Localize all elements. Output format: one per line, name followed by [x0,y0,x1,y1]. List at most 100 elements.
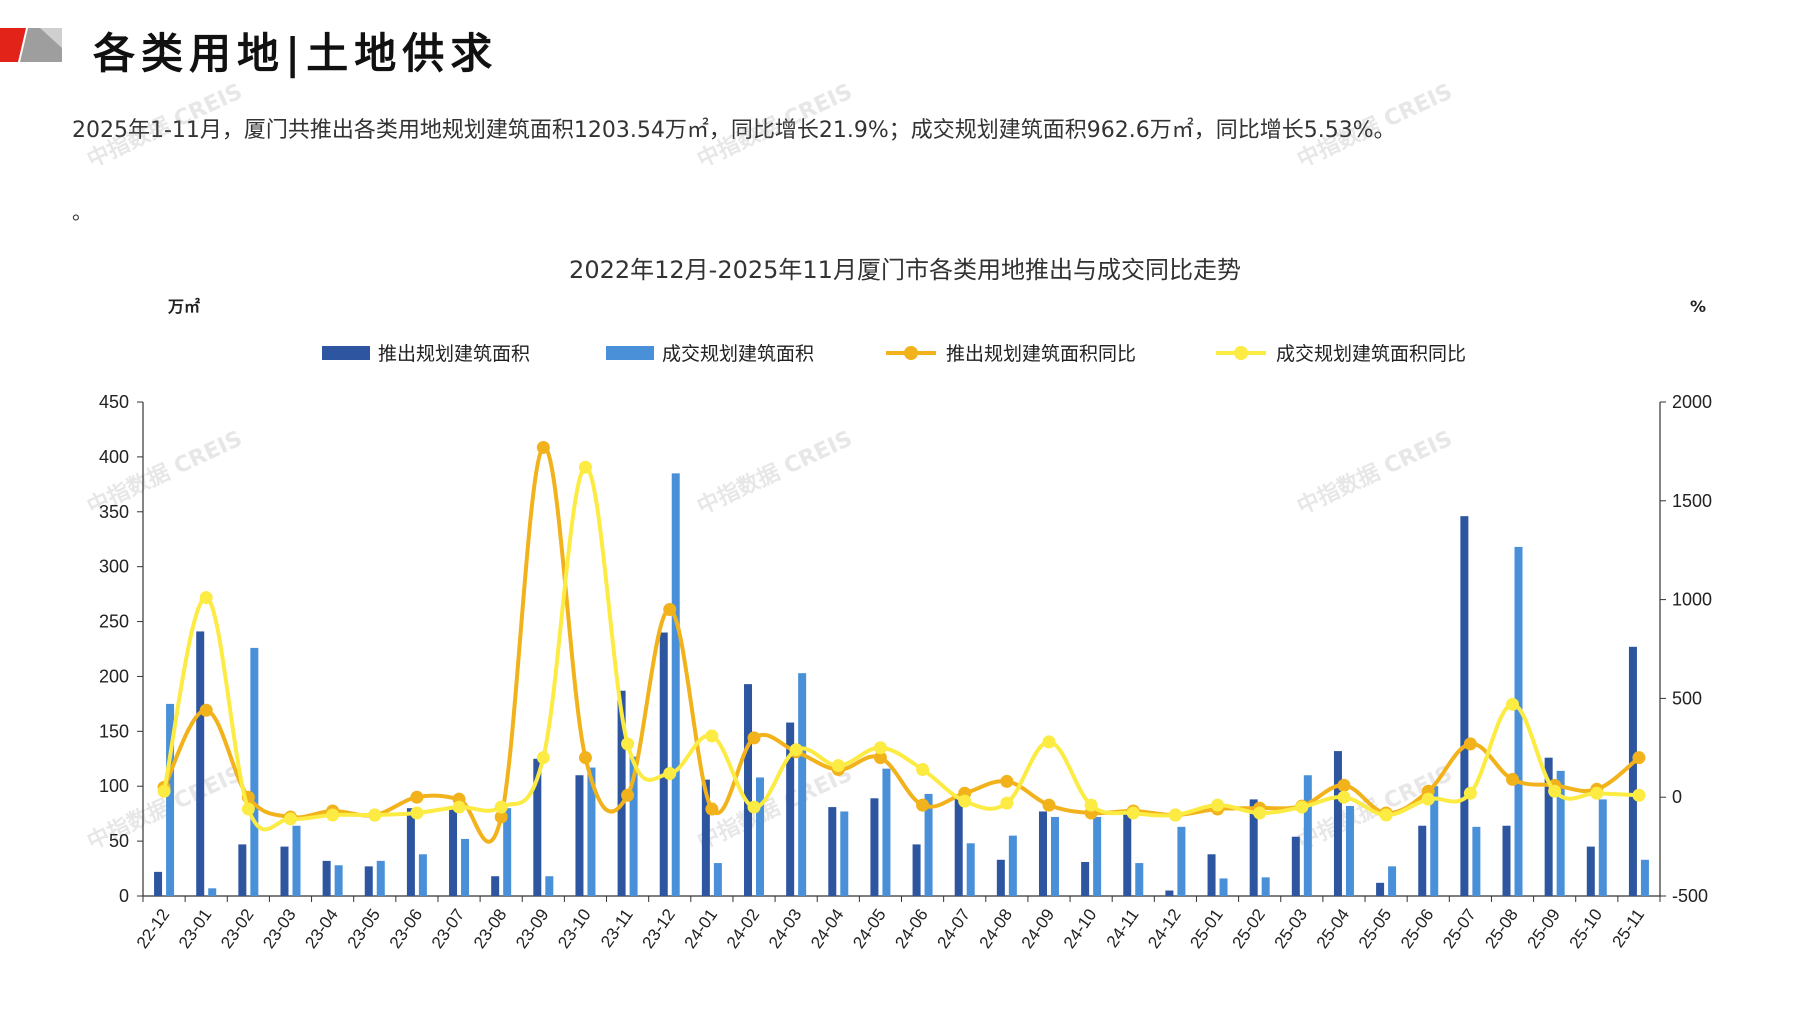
x-tick-label: 25-02 [1228,905,1269,952]
deal-bar [587,767,596,896]
x-tick-label: 25-05 [1355,905,1396,952]
deal-bar [545,876,554,896]
x-tick-label: 24-08 [976,905,1017,952]
supply-bar [575,775,584,896]
deal-bar [798,673,807,896]
deal-bar [292,825,301,896]
supply-yoy-point [1506,772,1520,786]
deal-yoy-point [326,808,340,822]
x-tick-label: 24-03 [765,905,806,952]
supply-bar [238,844,247,896]
x-tick-label: 23-09 [512,905,553,952]
deal-bar [503,808,512,896]
supply-bar [1460,516,1469,896]
legend-marker-deal-line [1234,346,1248,360]
left-tick-label: 400 [99,447,129,467]
legend-label-supply-line: 推出规划建筑面积同比 [946,343,1136,365]
x-tick-label: 25-01 [1186,905,1227,952]
deal-yoy-point [1000,796,1014,810]
left-tick-label: 0 [119,886,129,906]
right-tick-label: 0 [1672,787,1682,807]
supply-yoy-point [1042,798,1056,812]
supply-yoy-point [1337,778,1351,792]
deal-bar [1388,866,1397,896]
legend-swatch-deal-bar [606,346,654,360]
supply-bar [996,859,1005,896]
supply-bar [1333,751,1342,896]
x-tick-label: 24-09 [1018,905,1059,952]
supply-bar [1376,882,1385,896]
deal-bar [1050,816,1059,896]
deal-yoy-point [1337,790,1351,804]
x-tick-label: 25-04 [1313,905,1354,952]
right-tick-label: -500 [1672,886,1708,906]
x-tick-label: 23-11 [597,905,637,950]
deal-bar [461,838,470,896]
x-tick-label: 24-02 [723,905,764,952]
x-tick-label: 23-07 [428,905,469,952]
deal-yoy-point [958,794,972,808]
supply-bar [1038,811,1047,896]
right-tick-label: 1000 [1672,590,1712,610]
x-tick-label: 24-12 [1144,905,1185,952]
deal-bar [166,703,175,896]
deal-yoy-point [1506,697,1520,711]
deal-yoy-point [1168,808,1182,822]
supply-yoy-point [873,751,887,765]
x-tick-label: 25-07 [1439,905,1480,952]
left-tick-label: 250 [99,612,129,632]
deal-yoy-point [1590,786,1604,800]
supply-bar [280,846,289,896]
right-axis-unit: % [1690,297,1706,316]
right-tick-label: 1500 [1672,491,1712,511]
deal-bar [966,843,975,896]
supply-yoy-point [1463,737,1477,751]
supply-bar [912,844,921,896]
right-tick-label: 2000 [1672,392,1712,412]
x-tick-label: 23-08 [470,905,511,952]
supply-bar [154,871,163,896]
left-tick-label: 350 [99,502,129,522]
supply-yoy-point [663,602,677,616]
supply-bar [744,684,753,896]
left-tick-label: 450 [99,392,129,412]
x-tick-label: 24-07 [933,905,974,952]
deal-yoy-point [241,802,255,816]
supply-bar [1502,825,1511,896]
x-tick-label: 24-05 [849,905,890,952]
supply-bar [406,808,415,896]
deal-bar [1556,770,1565,896]
supply-bar [1418,825,1427,896]
supply-bar [533,758,542,896]
deal-bar [1219,878,1228,896]
supply-yoy-point [621,788,635,802]
supply-bar [1207,854,1216,896]
deal-yoy-point [1421,792,1435,806]
x-tick-label: 25-09 [1523,905,1564,952]
deal-yoy-point [283,812,297,826]
x-tick-label: 25-10 [1566,905,1607,952]
deal-yoy-point [578,460,592,474]
deal-yoy-point [1295,800,1309,814]
deal-yoy-line [162,465,1640,832]
supply-bar [701,779,710,896]
deal-yoy-point [873,741,887,755]
deal-yoy-point [789,743,803,757]
supply-yoy-point [705,802,719,816]
deal-yoy-point [747,800,761,814]
supply-bar [491,876,500,896]
chart-legend: 推出规划建筑面积 成交规划建筑面积 推出规划建筑面积同比 成交规划建筑面积同比 [322,343,1466,365]
x-tick-label: 24-04 [807,905,848,952]
trend-chart: 2022年12月-2025年11月厦门市各类用地推出与成交同比走势 万㎡ % 推… [99,256,1712,952]
x-tick-label: 24-01 [681,905,722,952]
deal-bar [1093,816,1102,896]
x-tick-label: 22-12 [133,905,174,952]
brand-logo-icon [0,28,62,62]
deal-bar [756,777,765,896]
x-tick-label: 24-10 [1060,905,1101,952]
deal-bar [208,888,217,896]
supply-bar [1249,799,1258,896]
deal-bar [1303,775,1312,896]
deal-bar [924,793,933,896]
deal-bar [1135,863,1144,896]
